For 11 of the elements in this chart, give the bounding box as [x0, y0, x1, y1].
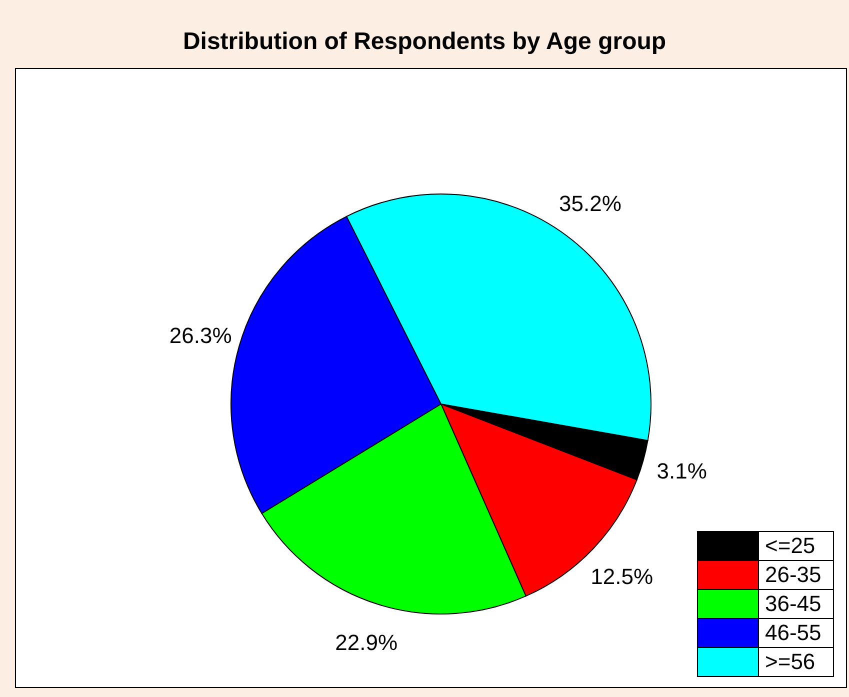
legend-label: 26-35: [764, 561, 822, 589]
data-label: 22.9%: [335, 630, 398, 656]
legend-label: 36-45: [764, 590, 822, 618]
legend-label: 46-55: [764, 619, 822, 647]
data-label: 12.5%: [590, 564, 654, 590]
legend-label: >=56: [764, 648, 816, 676]
data-label: 3.1%: [656, 458, 707, 484]
legend-label: <=25: [764, 532, 816, 560]
data-label: 35.2%: [559, 190, 622, 216]
chart-title: Distribution of Respondents by Age group: [182, 28, 668, 56]
data-label: 26.3%: [169, 322, 232, 348]
